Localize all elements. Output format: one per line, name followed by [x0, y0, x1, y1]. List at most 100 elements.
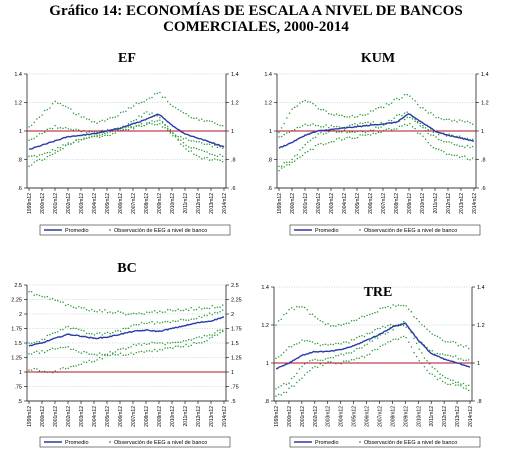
bank-point — [374, 348, 376, 351]
bank-point — [46, 151, 49, 154]
bank-point — [441, 374, 444, 377]
bank-point — [143, 112, 145, 115]
bank-point — [355, 336, 358, 339]
bank-point — [70, 305, 72, 307]
bank-point — [208, 337, 211, 339]
bank-point — [125, 128, 127, 131]
x-tick-label: 2001m12 — [53, 193, 59, 214]
bank-point — [83, 116, 85, 118]
bank-point — [109, 332, 111, 335]
bank-point — [169, 342, 172, 344]
bank-point — [51, 103, 54, 105]
x-tick-label: 2004m12 — [339, 406, 345, 427]
bank-point — [340, 324, 342, 326]
bank-point — [343, 138, 346, 140]
bank-point — [467, 389, 470, 392]
bank-point — [314, 144, 317, 147]
bank-point — [135, 313, 138, 315]
bank-point — [327, 344, 329, 346]
bank-point — [296, 126, 299, 129]
bank-point — [33, 161, 35, 163]
bank-point — [320, 142, 322, 145]
bank-point — [98, 136, 101, 138]
x-tick-label: 2010m12 — [420, 193, 426, 214]
bank-point — [307, 101, 309, 103]
bank-point — [109, 117, 111, 119]
bank-point — [57, 299, 59, 302]
bank-point — [335, 325, 337, 327]
bank-point — [185, 340, 187, 342]
bank-point — [443, 140, 445, 143]
bank-point — [330, 113, 333, 115]
bank-point — [371, 340, 374, 342]
bank-point — [319, 344, 322, 347]
bank-point — [416, 120, 419, 123]
bank-point — [57, 146, 59, 149]
bank-point — [283, 382, 285, 385]
bank-point — [182, 145, 185, 147]
bank-point — [388, 103, 390, 106]
bank-point — [33, 367, 35, 370]
bank-point — [351, 137, 354, 140]
bank-point — [359, 122, 361, 124]
bank-point — [398, 125, 401, 128]
chart-panel-tre: TRE .8 .8 1 1 1.2 1.2 1.4 1.4 1999m12 2000m12 2001m… — [261, 285, 485, 448]
bank-point — [460, 344, 462, 346]
bank-point — [327, 360, 329, 363]
x-tick-label: 2005m12 — [105, 193, 111, 214]
bank-point — [467, 384, 470, 387]
bank-point — [375, 132, 377, 135]
y-tick-label-right: 1.4 — [231, 72, 239, 78]
bank-point — [193, 147, 195, 149]
panel-title: EF — [118, 51, 136, 66]
bank-point — [54, 100, 56, 103]
bank-point — [361, 355, 363, 357]
x-tick-label: 2001m12 — [300, 406, 306, 427]
bank-point — [335, 342, 337, 345]
bank-point — [304, 99, 306, 102]
bank-point — [190, 339, 193, 341]
bank-point — [104, 134, 106, 137]
bank-point — [384, 343, 387, 345]
bank-point — [406, 124, 409, 127]
bank-point — [350, 320, 353, 322]
bank-point — [30, 290, 33, 293]
bank-point — [36, 155, 38, 158]
bank-point — [172, 347, 174, 349]
bank-point — [88, 131, 90, 133]
bank-point — [43, 131, 46, 134]
bank-point — [327, 357, 329, 359]
x-tick-label: 1999m12 — [27, 406, 33, 427]
bank-point — [96, 122, 98, 124]
bank-point — [436, 378, 439, 381]
bank-point — [159, 310, 161, 313]
bank-point — [41, 350, 43, 352]
bank-point — [390, 102, 393, 104]
bank-point — [201, 118, 203, 120]
bank-point — [206, 307, 208, 309]
bank-point — [457, 344, 460, 347]
bank-point — [54, 149, 56, 152]
bank-point — [330, 141, 333, 143]
bank-point — [211, 334, 213, 336]
bank-point — [57, 150, 59, 153]
bank-point — [208, 120, 211, 122]
bank-point — [423, 357, 426, 359]
bank-point — [193, 318, 195, 320]
bank-point — [114, 132, 117, 134]
bank-point — [112, 132, 114, 135]
bank-point — [299, 102, 301, 104]
bank-point — [221, 160, 224, 163]
bank-point — [156, 342, 159, 344]
bank-point — [345, 360, 348, 362]
bank-point — [112, 116, 114, 119]
bank-point — [280, 165, 283, 167]
bank-point — [216, 146, 219, 149]
bank-series-3 — [275, 304, 470, 350]
bank-point — [172, 341, 174, 344]
x-tick-label: 2011m12 — [433, 193, 439, 214]
y-tick-label-right: 1.2 — [481, 101, 489, 107]
bank-point — [132, 128, 135, 130]
bank-point — [135, 344, 138, 346]
bank-point — [146, 111, 148, 113]
